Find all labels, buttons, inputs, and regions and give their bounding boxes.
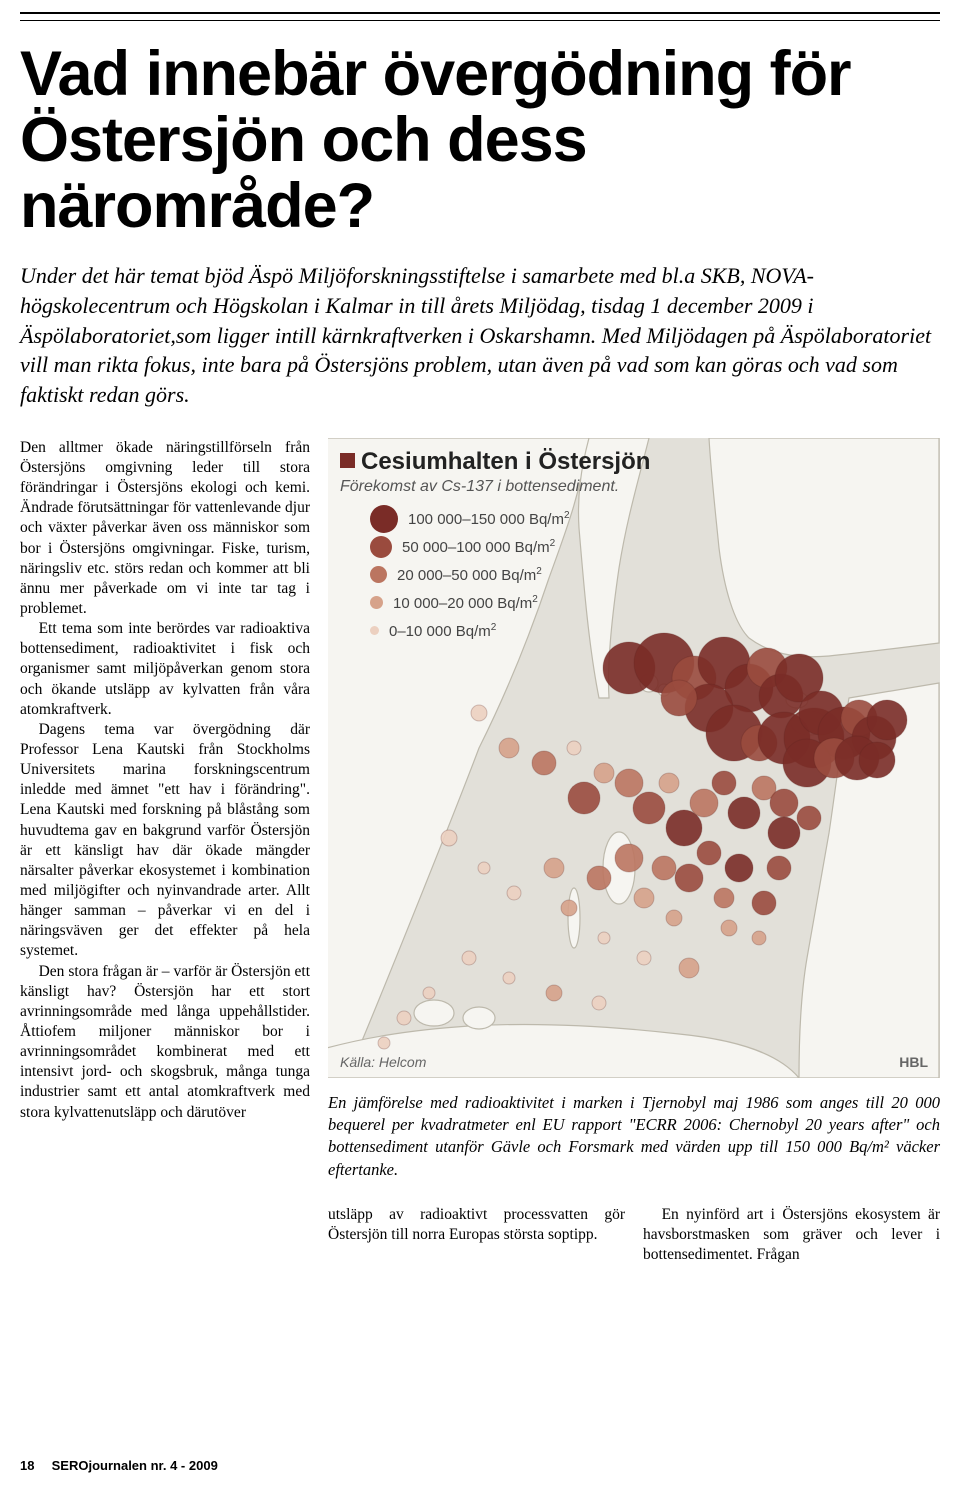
map-data-point (859, 742, 895, 778)
map-data-point (712, 771, 736, 795)
figure-column: Cesiumhalten i Östersjön Förekomst av Cs… (328, 438, 940, 1265)
map-title-block: Cesiumhalten i Östersjön Förekomst av Cs… (340, 448, 650, 496)
map-data-point (478, 862, 490, 874)
legend-label: 0–10 000 Bq/m2 (389, 622, 496, 640)
map-container: Cesiumhalten i Östersjön Förekomst av Cs… (328, 438, 940, 1078)
map-data-point (728, 797, 760, 829)
body-paragraph: Dagens tema var övergödning där Professo… (20, 720, 310, 962)
map-data-point (423, 987, 435, 999)
map-data-point (634, 888, 654, 908)
map-title: Cesiumhalten i Östersjön (340, 448, 650, 476)
map-data-point (770, 789, 798, 817)
page-top-rule (20, 12, 940, 14)
legend-row: 20 000–50 000 Bq/m2 (370, 562, 570, 588)
map-data-point (544, 858, 564, 878)
map-data-point (767, 856, 791, 880)
map-data-point (797, 806, 821, 830)
map-data-point (462, 951, 476, 965)
legend-label: 50 000–100 000 Bq/m2 (402, 538, 555, 556)
legend-dot-icon (370, 536, 392, 558)
map-source: Källa: Helcom (340, 1054, 426, 1070)
body-paragraph: En nyinförd art i Östersjöns ekosystem ä… (643, 1205, 940, 1265)
map-data-point (441, 830, 457, 846)
map-data-point (499, 738, 519, 758)
legend-dot-icon (370, 626, 379, 635)
legend-row: 0–10 000 Bq/m2 (370, 618, 570, 644)
legend-dot-icon (370, 566, 387, 583)
map-data-point (507, 886, 521, 900)
body-paragraph: Ett tema som inte berördes var radioakti… (20, 619, 310, 720)
map-data-point (675, 864, 703, 892)
map-data-point (594, 763, 614, 783)
legend-dot-icon (370, 596, 383, 609)
map-data-point (752, 891, 776, 915)
body-paragraph: utsläpp av radioaktivt processvatten gör… (328, 1205, 625, 1245)
legend-label: 10 000–20 000 Bq/m2 (393, 594, 538, 612)
map-footer: Källa: Helcom HBL (340, 1054, 928, 1070)
map-data-point (587, 866, 611, 890)
map-data-point (690, 789, 718, 817)
page-footer: 18 SEROjournalen nr. 4 - 2009 (20, 1458, 218, 1473)
map-data-point (661, 680, 697, 716)
map-data-point (568, 782, 600, 814)
map-data-point (768, 817, 800, 849)
body-paragraph: Den alltmer ökade näringstillförseln frå… (20, 438, 310, 619)
body-column: Den alltmer ökade näringstillförseln frå… (20, 438, 310, 1265)
map-title-text: Cesiumhalten i Östersjön (361, 448, 650, 475)
map-data-point (679, 958, 699, 978)
map-data-point (378, 1037, 390, 1049)
map-data-point (598, 932, 610, 944)
map-data-point (592, 996, 606, 1010)
bottom-columns: utsläpp av radioaktivt processvatten gör… (328, 1205, 940, 1265)
map-data-point (567, 741, 581, 755)
journal-name: SEROjournalen nr. 4 - 2009 (52, 1458, 218, 1473)
map-data-point (615, 769, 643, 797)
map-data-point (725, 854, 753, 882)
legend-row: 50 000–100 000 Bq/m2 (370, 534, 570, 560)
map-data-point (752, 931, 766, 945)
figure-caption: En jämförelse med radioaktivitet i marke… (328, 1092, 940, 1181)
map-data-point (867, 700, 907, 740)
article-lede: Under det här temat bjöd Äspö Miljöforsk… (20, 261, 940, 409)
map-data-point (546, 985, 562, 1001)
bottom-col-right: En nyinförd art i Östersjöns ekosystem ä… (643, 1205, 940, 1265)
legend-label: 100 000–150 000 Bq/m2 (408, 510, 570, 528)
page-top-rule-thin (20, 20, 940, 21)
bottom-col-left: utsläpp av radioaktivt processvatten gör… (328, 1205, 625, 1265)
map-data-point (714, 888, 734, 908)
legend-row: 10 000–20 000 Bq/m2 (370, 590, 570, 616)
legend-dot-icon (370, 505, 398, 533)
map-data-point (697, 841, 721, 865)
page-number: 18 (20, 1458, 48, 1473)
article-headline: Vad innebär övergödning för Östersjön oc… (20, 41, 940, 239)
map-data-point (666, 910, 682, 926)
map-data-point (561, 900, 577, 916)
body-paragraph: Den stora frågan är – varför är Östersjö… (20, 962, 310, 1123)
map-data-point (637, 951, 651, 965)
map-data-point (397, 1011, 411, 1025)
map-data-point (633, 792, 665, 824)
map-data-point (721, 920, 737, 936)
map-data-point (659, 773, 679, 793)
map-data-point (532, 751, 556, 775)
legend-label: 20 000–50 000 Bq/m2 (397, 566, 542, 584)
map-credit: HBL (899, 1054, 928, 1070)
map-data-point (615, 844, 643, 872)
map-legend: 100 000–150 000 Bq/m2 50 000–100 000 Bq/m… (370, 506, 570, 646)
map-subtitle: Förekomst av Cs-137 i bottensediment. (340, 478, 650, 496)
map-data-point (503, 972, 515, 984)
map-title-bullet-icon (340, 453, 355, 468)
legend-row: 100 000–150 000 Bq/m2 (370, 506, 570, 532)
map-data-point (652, 856, 676, 880)
map-data-point (471, 705, 487, 721)
article-content: Den alltmer ökade näringstillförseln frå… (20, 438, 940, 1265)
